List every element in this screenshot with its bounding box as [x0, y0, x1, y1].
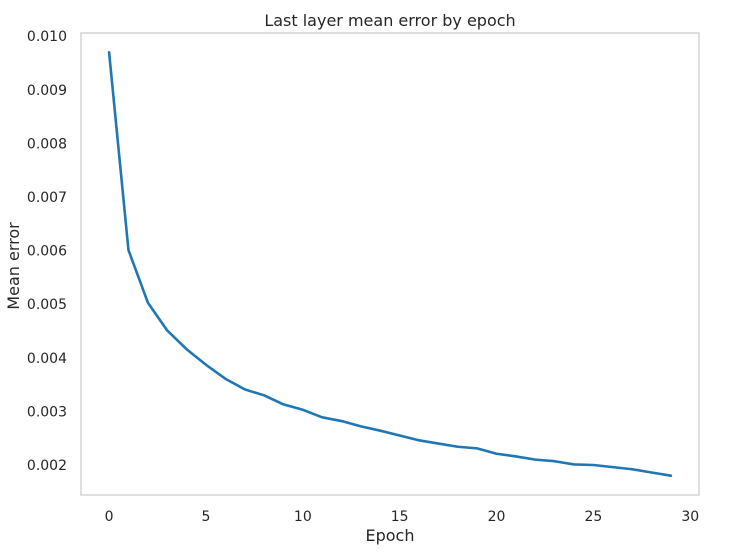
chart-title: Last layer mean error by epoch	[264, 11, 515, 30]
x-tick-label: 20	[488, 509, 506, 525]
y-tick-label: 0.009	[27, 83, 67, 99]
x-tick-label: 10	[294, 509, 312, 525]
y-tick-label: 0.004	[27, 351, 67, 367]
y-tick-label: 0.008	[27, 136, 67, 152]
x-tick-label: 15	[391, 509, 409, 525]
plot-area-frame	[80, 32, 700, 496]
y-tick-label: 0.005	[27, 297, 67, 313]
y-tick-label: 0.010	[27, 29, 67, 45]
series-layer	[107, 50, 673, 478]
x-tick-label: 30	[681, 509, 699, 525]
y-tick-label: 0.002	[27, 458, 67, 474]
y-axis-label: Mean error	[4, 222, 23, 310]
y-tick-label: 0.007	[27, 190, 67, 206]
x-tick-label: 0	[105, 509, 114, 525]
y-tick-label: 0.006	[27, 244, 67, 260]
x-axis-ticks: 0 5 10 15 20 25 30	[105, 509, 700, 525]
x-axis-label: Epoch	[366, 526, 415, 545]
y-axis-ticks: 0.002 0.003 0.004 0.005 0.006 0.007 0.008 0.009…	[27, 29, 67, 474]
series-line	[107, 50, 673, 478]
x-tick-label: 25	[585, 509, 603, 525]
x-tick-label: 5	[201, 509, 210, 525]
y-tick-label: 0.003	[27, 404, 67, 420]
